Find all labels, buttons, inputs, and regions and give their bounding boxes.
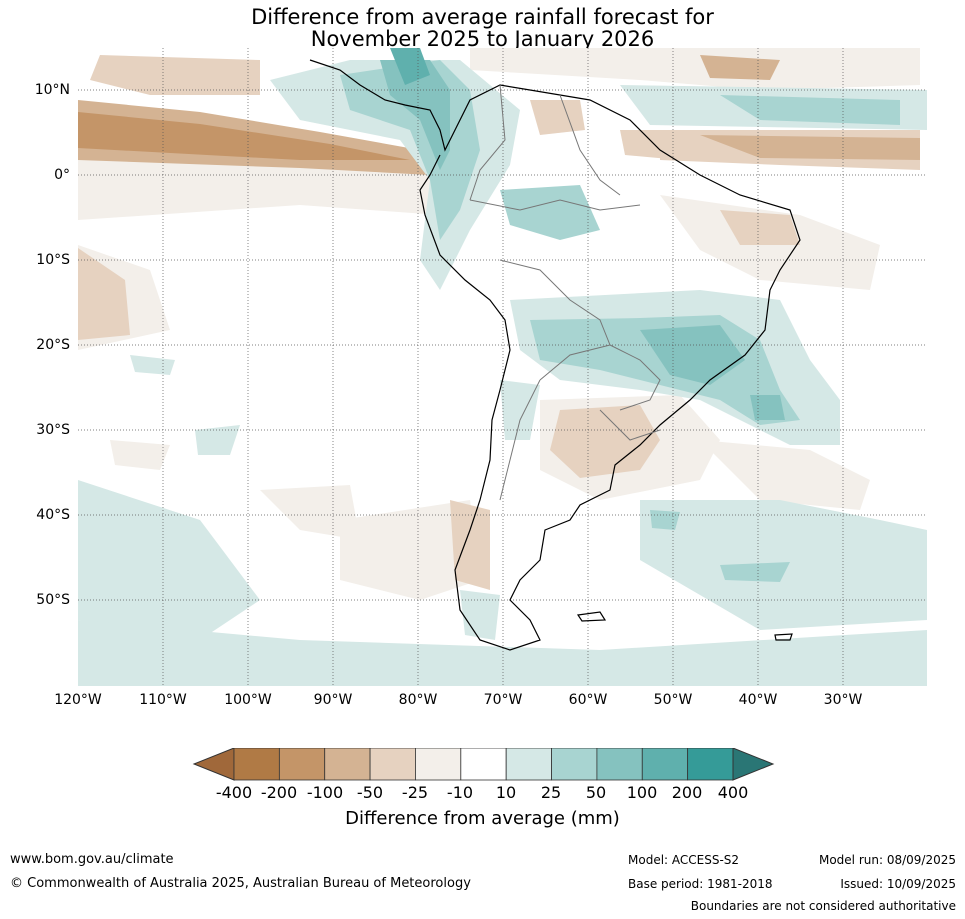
lat-label-20s: 20°S [36, 337, 70, 353]
lat-label-0: 0° [54, 167, 70, 183]
colorbar-segment [369, 748, 416, 781]
colorbar-tick: -200 [260, 783, 298, 802]
colorbar [192, 748, 775, 781]
colorbar-segment [460, 748, 507, 781]
colorbar-segment [324, 748, 371, 781]
colorbar-segment [596, 748, 643, 781]
rainfall-anomaly-fields [78, 48, 927, 686]
colorbar-segment [687, 748, 734, 781]
colorbar-segment [278, 748, 326, 781]
lon-label-90w: 90°W [313, 692, 353, 708]
lat-label-30s: 30°S [36, 422, 70, 438]
colorbar-tick: 400 [717, 783, 749, 802]
footer-boundaries-note: Boundaries are not considered authoritat… [690, 899, 956, 913]
colorbar-segment [505, 748, 552, 781]
footer-url: www.bom.gov.au/climate [10, 852, 174, 867]
lon-label-30w: 30°W [823, 692, 863, 708]
footer-model-run: Model run: 08/09/2025 [818, 853, 956, 867]
colorbar-extend-low [192, 748, 235, 781]
colorbar-segment [641, 748, 689, 781]
lon-label-110w: 110°W [139, 692, 187, 708]
colorbar-tick: -400 [215, 783, 253, 802]
lat-label-10n: 10°N [34, 82, 70, 98]
colorbar-tick: 25 [540, 783, 562, 802]
lat-label-10s: 10°S [36, 252, 70, 268]
map-title-line-1: Difference from average rainfall forecas… [251, 5, 714, 29]
footer-base-period: Base period: 1981-2018 [628, 877, 773, 891]
lon-label-60w: 60°W [568, 692, 608, 708]
footer-model: Model: ACCESS-S2 [628, 853, 740, 867]
colorbar-tick: -50 [356, 783, 384, 802]
footer-copyright: © Commonwealth of Australia 2025, Austra… [10, 876, 471, 891]
colorbar-tick: -10 [446, 783, 474, 802]
colorbar-tick: -100 [306, 783, 344, 802]
lon-label-70w: 70°W [483, 692, 523, 708]
graticule [78, 48, 927, 686]
colorbar-title: Difference from average (mm) [345, 808, 620, 829]
colorbar-extend-high [732, 748, 775, 781]
lon-label-40w: 40°W [738, 692, 778, 708]
colorbar-segment [551, 748, 598, 781]
lat-label-50s: 50°S [36, 592, 70, 608]
lon-label-120w: 120°W [54, 692, 102, 708]
colorbar-tick: -25 [401, 783, 429, 802]
colorbar-segment [415, 748, 462, 781]
colorbar-tick: 100 [626, 783, 658, 802]
footer-issued: Issued: 10/09/2025 [840, 877, 956, 891]
colorbar-tick: 50 [585, 783, 607, 802]
lon-label-100w: 100°W [224, 692, 272, 708]
map-title-line-2: November 2025 to January 2026 [310, 27, 655, 51]
colorbar-segment [233, 748, 280, 781]
colorbar-tick: 10 [495, 783, 517, 802]
lon-label-50w: 50°W [653, 692, 693, 708]
country-borders [469, 84, 661, 501]
lon-label-80w: 80°W [398, 692, 438, 708]
lat-label-40s: 40°S [36, 507, 70, 523]
colorbar-tick: 200 [671, 783, 703, 802]
